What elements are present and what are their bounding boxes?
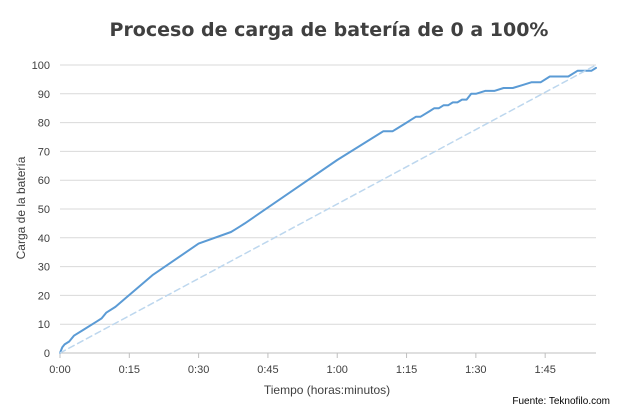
x-tick-label: 1:00: [327, 364, 348, 376]
x-axis-label: Tiempo (horas:minutos): [264, 383, 390, 397]
x-tick-label: 0:15: [119, 364, 140, 376]
battery-charge-line: [59, 66, 597, 354]
y-tick-label: 100: [32, 60, 50, 72]
y-tick-label: 20: [38, 290, 50, 302]
y-tick-label: 0: [44, 348, 50, 360]
y-axis-label: Carga de la batería: [14, 156, 28, 259]
y-tick-label: 10: [38, 319, 50, 331]
y-tick-labels: 0 10 20 30 40 50 60 70 80 90 100: [32, 60, 50, 360]
series-lines: [59, 64, 597, 354]
x-tick-label: 1:45: [534, 364, 555, 376]
x-tick-label: 1:30: [465, 364, 486, 376]
y-tick-label: 70: [38, 146, 50, 158]
y-tick-label: 30: [38, 262, 50, 274]
y-tick-label: 40: [38, 233, 50, 245]
x-tick-label: 0:00: [49, 364, 70, 376]
y-tick-label: 50: [38, 204, 50, 216]
reference-line-dashed: [59, 64, 597, 354]
source-label: Fuente: Teknofilo.com: [512, 396, 610, 407]
x-tick-label: 1:15: [396, 364, 417, 376]
x-tick-label: 0:45: [257, 364, 278, 376]
y-tick-label: 60: [38, 175, 50, 187]
x-tick-label: 0:30: [188, 364, 209, 376]
chart-title: Proceso de carga de batería de 0 a 100%: [110, 19, 549, 41]
y-tick-label: 80: [38, 118, 50, 130]
y-tick-label: 90: [38, 89, 50, 101]
x-tick-labels: 0:00 0:15 0:30 0:45 1:00 1:15 1:30 1:45: [49, 364, 556, 376]
axes: [59, 352, 596, 358]
